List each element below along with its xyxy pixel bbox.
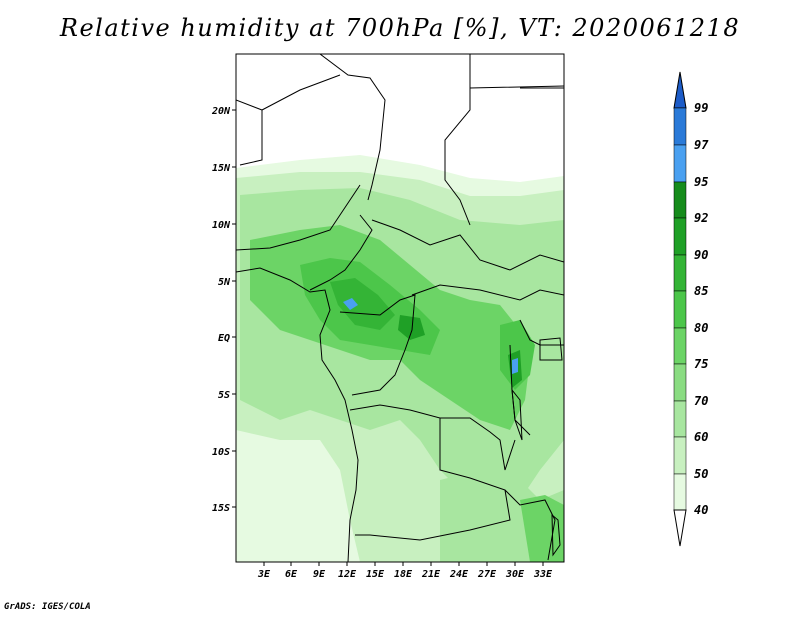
- colorbar-seg-50: [673, 473, 687, 511]
- lat-label-20N: 20N: [211, 106, 231, 117]
- colorbar-top-arrow: [673, 71, 687, 109]
- lon-label-24E: 24E: [449, 569, 469, 580]
- lon-label-12E: 12E: [338, 569, 357, 580]
- border-chad-car: [371, 219, 564, 271]
- lake-malawi-edge: [551, 513, 561, 557]
- colorbar-label-50: 50: [694, 467, 708, 481]
- colorbar-label-40: 40: [694, 503, 708, 517]
- chart-title: Relative humidity at 700hPa [%], VT: 202…: [59, 14, 741, 42]
- rh-band-97-b: [512, 358, 518, 374]
- coastline-west: [236, 267, 359, 562]
- colorbar-label-95: 95: [694, 175, 708, 189]
- colorbar-label-85: 85: [694, 284, 708, 298]
- colorbar-seg-75: [673, 363, 687, 402]
- credit-footer: GrADS: IGES/COLA: [4, 602, 91, 612]
- colorbar-seg-85: [673, 290, 687, 329]
- colorbar-label-75: 75: [694, 357, 708, 371]
- lon-label-21E: 21E: [421, 569, 441, 580]
- lon-axis: 3E 6E 9E 12E 15E 18E 21E 24E 27E 30E 33E: [257, 562, 553, 580]
- lat-label-5N: 5N: [218, 277, 231, 288]
- colorbar-seg-60: [673, 436, 687, 475]
- border-cameroon: [309, 214, 373, 291]
- colorbar: 99 97 95 92 90 85 80 75 70 60 50 40: [673, 71, 709, 547]
- border-sahara: [236, 74, 341, 166]
- lon-label-27E: 27E: [477, 569, 497, 580]
- colorbar-seg-80: [673, 327, 687, 365]
- rh-band-92: [398, 315, 425, 340]
- border-congo-drc: [339, 294, 416, 396]
- lat-label-10N: 10N: [212, 220, 231, 231]
- border-libya-egypt: [444, 54, 471, 226]
- rh-band-97-a: [343, 298, 358, 310]
- lat-label-15S: 15S: [212, 503, 230, 514]
- country-boundaries: [236, 54, 564, 562]
- colorbar-label-90: 90: [694, 248, 708, 262]
- lake-victoria-edge: [539, 337, 563, 361]
- border-nigeria: [236, 184, 361, 251]
- humidity-field: [236, 155, 564, 562]
- lon-label-6E: 6E: [285, 569, 298, 580]
- lat-axis: 20N 15N 10N 5N EQ 5S 10S 15S: [211, 106, 236, 514]
- border-angola: [349, 404, 511, 541]
- lon-label-33E: 33E: [533, 569, 553, 580]
- lat-label-15N: 15N: [212, 163, 231, 174]
- colorbar-label-60: 60: [694, 430, 708, 444]
- lon-label-9E: 9E: [313, 569, 326, 580]
- colorbar-label-99: 99: [694, 101, 708, 115]
- border-northwest: [319, 54, 386, 201]
- lon-label-3E: 3E: [257, 569, 271, 580]
- colorbar-seg-90: [673, 254, 687, 292]
- colorbar-label-80: 80: [694, 321, 708, 335]
- colorbar-label-97: 97: [694, 138, 709, 152]
- border-sudan: [469, 85, 564, 89]
- lat-label-EQ: EQ: [218, 333, 230, 344]
- colorbar-label-92: 92: [694, 211, 708, 225]
- colorbar-seg-95: [673, 181, 687, 219]
- border-drc-east: [411, 284, 564, 301]
- lake-tanganyika: [511, 388, 523, 441]
- lon-label-30E: 30E: [505, 569, 525, 580]
- colorbar-seg-92: [673, 217, 687, 256]
- border-drc-south: [440, 417, 516, 471]
- rh-band-90: [330, 278, 395, 330]
- colorbar-label-70: 70: [694, 394, 708, 408]
- map-frame: [235, 53, 565, 563]
- colorbar-bottom-arrow: [673, 509, 687, 547]
- colorbar-seg-70: [673, 400, 687, 438]
- colorbar-seg-99: [673, 107, 687, 146]
- lon-label-18E: 18E: [394, 569, 413, 580]
- lat-label-5S: 5S: [218, 390, 230, 401]
- lon-label-15E: 15E: [366, 569, 385, 580]
- colorbar-seg-97: [673, 144, 687, 183]
- lat-label-10S: 10S: [212, 447, 230, 458]
